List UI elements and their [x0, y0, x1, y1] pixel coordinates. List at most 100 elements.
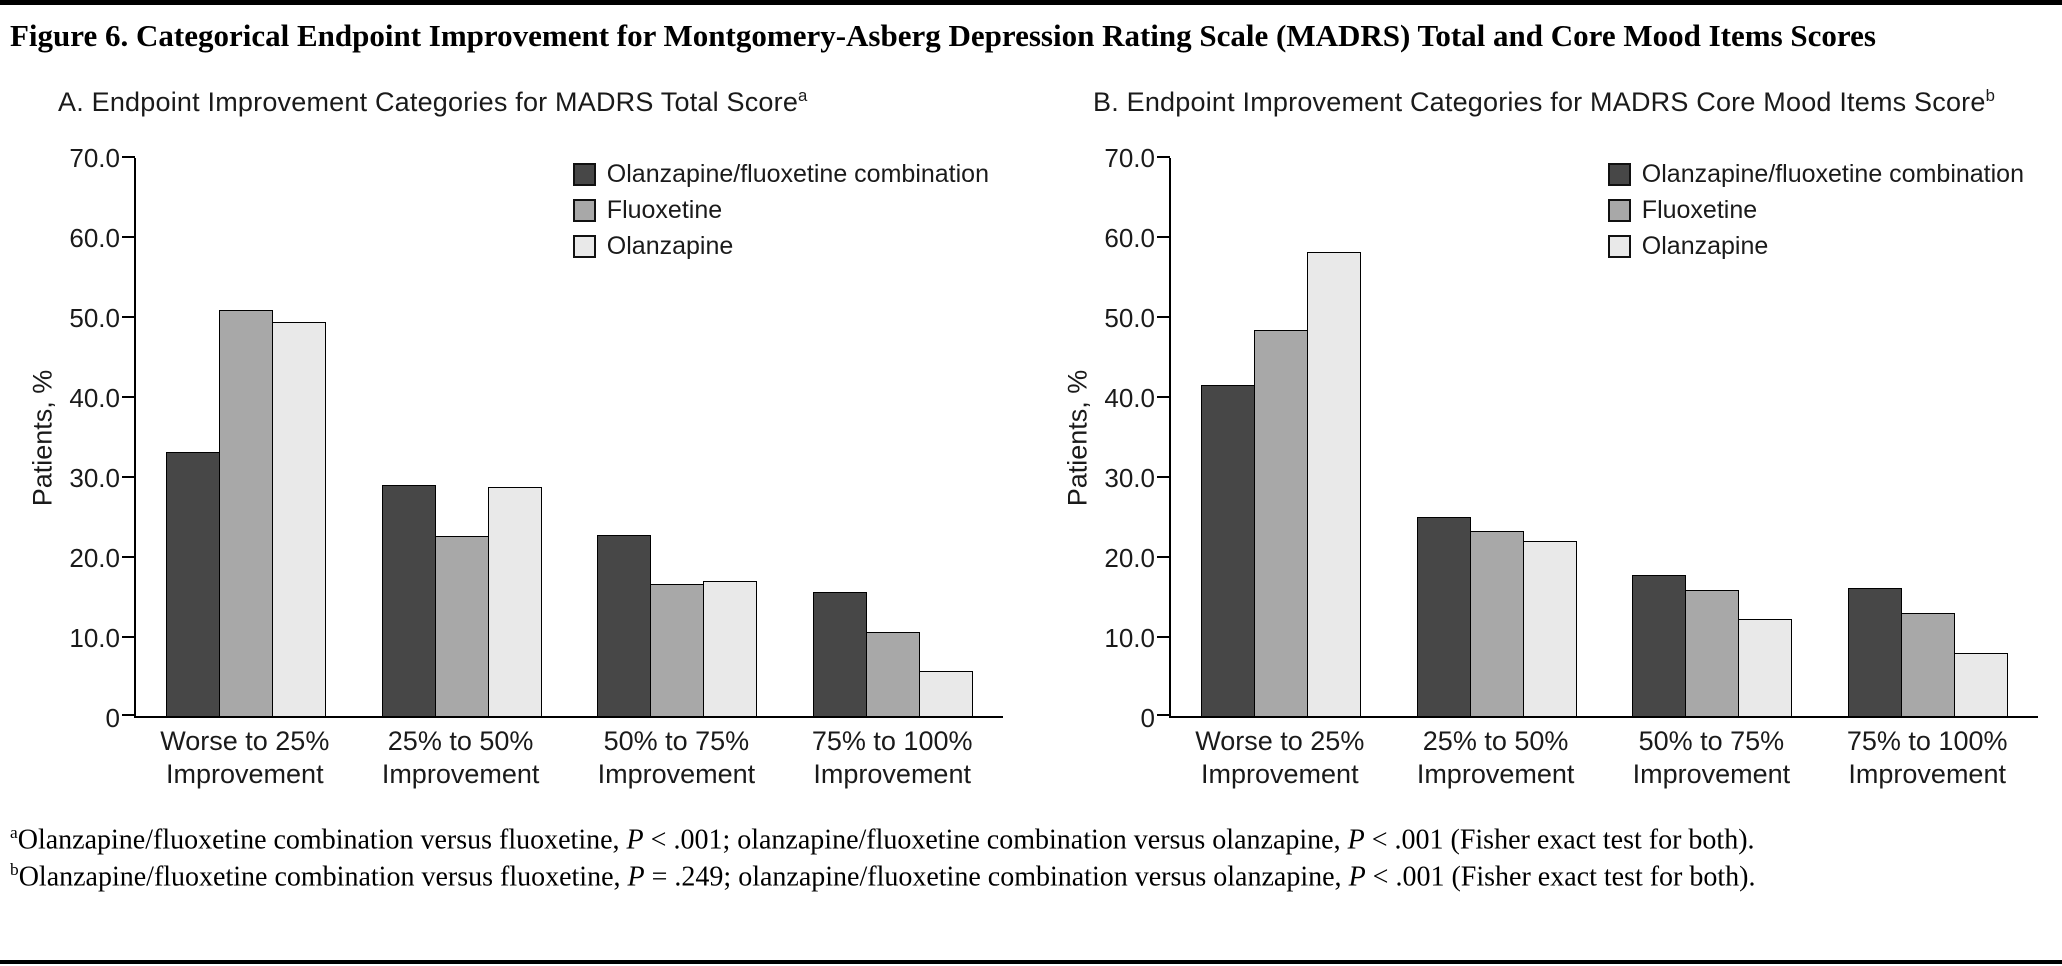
legend-swatch — [572, 198, 596, 222]
y-tick-label: 10.0 — [69, 622, 120, 653]
bar — [812, 591, 867, 716]
y-tick-label: 50.0 — [1104, 302, 1155, 333]
figure-title: Figure 6. Categorical Endpoint Improveme… — [10, 18, 1876, 53]
bar — [219, 310, 274, 716]
bar — [1738, 618, 1793, 716]
bar — [918, 670, 973, 716]
bar-group — [572, 534, 782, 716]
footnote: bOlanzapine/fluoxetine combination versu… — [10, 858, 2040, 896]
bar — [272, 322, 327, 716]
legend-swatch — [1607, 198, 1631, 222]
y-tick-mark — [1157, 155, 1170, 158]
x-tick-label: 50% to 75% Improvement — [597, 725, 756, 789]
x-axis-labels: Worse to 25% Improvement 25% to 50% Impro… — [134, 725, 1003, 791]
panel-a-title-superscript: a — [798, 85, 808, 105]
y-tick-mark — [1157, 555, 1170, 558]
x-tick-label: 75% to 100% Improvement — [1846, 725, 2008, 789]
panels-container: A. Endpoint Improvement Categories for M… — [0, 86, 2062, 791]
bar — [434, 535, 489, 716]
footnote-marker: a — [10, 822, 18, 842]
plot-area: Olanzapine/fluoxetine combination Fluoxet… — [122, 155, 1003, 718]
x-tick-label: 25% to 50% Improvement — [1416, 725, 1575, 789]
y-axis-label: Patients, % — [27, 369, 58, 507]
panel-a: A. Endpoint Improvement Categories for M… — [24, 86, 1003, 791]
bar-group — [357, 485, 567, 716]
legend-swatch — [1607, 234, 1631, 258]
legend: Olanzapine/fluoxetine combination Fluoxet… — [1607, 159, 2024, 261]
y-tick-label: 30.0 — [69, 462, 120, 493]
x-tick-label: Worse to 25% Improvement — [160, 725, 330, 789]
panel-a-label: A. — [58, 86, 84, 117]
panel-b-title-superscript: b — [1985, 85, 1996, 105]
panel-b-chart: Patients, % 0 10.0 20.0 30.0 40.0 50.0 60.0 70.0… — [1059, 143, 2038, 791]
y-tick-mark — [1157, 235, 1170, 238]
legend-item: Olanzapine — [1607, 231, 2024, 261]
y-axis-label: Patients, % — [1062, 369, 1093, 507]
y-tick-label: 70.0 — [1104, 142, 1155, 173]
y-tick-mark — [1157, 475, 1170, 478]
bar — [650, 583, 705, 716]
footnote: aOlanzapine/fluoxetine combination versu… — [10, 821, 2040, 859]
bar — [1953, 653, 2008, 716]
y-tick-label: 70.0 — [69, 142, 120, 173]
bar — [1254, 330, 1309, 716]
bar — [1201, 385, 1256, 716]
bar-groups — [136, 158, 1003, 716]
y-tick-mark — [122, 155, 135, 158]
panel-a-title-text: Endpoint Improvement Categories for MADR… — [91, 86, 799, 117]
footnote-pvalue: P — [1348, 861, 1366, 893]
bar — [597, 534, 652, 716]
legend-label: Fluoxetine — [1641, 195, 1758, 224]
footnote-marker: b — [10, 860, 19, 880]
legend-swatch — [572, 234, 596, 258]
y-tick-mark — [122, 395, 135, 398]
y-axis-ticks: 0 10.0 20.0 30.0 40.0 50.0 60.0 70.0 — [1097, 143, 1169, 733]
footnote-text: Olanzapine/fluoxetine combination versus… — [18, 861, 628, 893]
y-tick-label: 60.0 — [1104, 222, 1155, 253]
y-tick-label: 40.0 — [69, 382, 120, 413]
bar — [166, 451, 221, 716]
plot-area: Olanzapine/fluoxetine combination Fluoxet… — [1157, 155, 2038, 718]
bar — [1307, 251, 1362, 716]
bar-group — [788, 591, 998, 716]
legend-item: Olanzapine — [572, 231, 989, 261]
bar — [1685, 590, 1740, 716]
bar-groups — [1171, 158, 2038, 716]
panel-b-title-text: Endpoint Improvement Categories for MADR… — [1126, 86, 1986, 117]
panel-b-title: B. Endpoint Improvement Categories for M… — [1093, 86, 2038, 118]
x-axis-labels: Worse to 25% Improvement 25% to 50% Impro… — [1169, 725, 2038, 791]
y-tick-mark — [122, 635, 135, 638]
bar-group — [1392, 516, 1602, 716]
bottom-rule — [0, 960, 2062, 964]
bar — [381, 485, 436, 716]
top-rule — [0, 0, 2062, 5]
legend-label: Olanzapine — [606, 231, 734, 260]
legend-item: Olanzapine/fluoxetine combination — [1607, 159, 2024, 189]
y-tick-label: 10.0 — [1104, 622, 1155, 653]
y-tick-label: 0 — [105, 702, 120, 733]
footnote-text: < .001 (Fisher exact test for both). — [1365, 861, 1756, 893]
bar — [1416, 516, 1471, 716]
footnote-pvalue: P — [627, 861, 645, 893]
plot-column: Olanzapine/fluoxetine combination Fluoxet… — [1157, 155, 2038, 791]
legend-item: Olanzapine/fluoxetine combination — [572, 160, 989, 189]
panel-a-chart: Patients, % 0 10.0 20.0 30.0 40.0 50.0 60.0 70.0… — [24, 143, 1003, 791]
legend-item: Fluoxetine — [572, 196, 989, 225]
footnote-text: < .001 (Fisher exact test for both). — [1364, 823, 1755, 855]
footnote-text: = .249; olanzapine/fluoxetine combinatio… — [644, 861, 1349, 893]
y-tick-mark — [1157, 713, 1170, 716]
y-tick-label: 30.0 — [1104, 462, 1155, 493]
bar-group — [1176, 251, 1386, 716]
y-tick-label: 0 — [1140, 702, 1155, 733]
y-tick-mark — [122, 315, 135, 318]
legend-swatch — [1607, 162, 1631, 186]
footnote-pvalue: P — [1347, 823, 1365, 855]
y-tick-mark — [1157, 395, 1170, 398]
legend-label: Olanzapine — [1641, 231, 1769, 260]
panel-b-label: B. — [1093, 86, 1119, 117]
panel-a-title: A. Endpoint Improvement Categories for M… — [58, 86, 1003, 118]
legend-label: Olanzapine/fluoxetine combination — [1641, 159, 2024, 188]
y-axis-ticks: 0 10.0 20.0 30.0 40.0 50.0 60.0 70.0 — [62, 143, 134, 733]
x-tick-label: 50% to 75% Improvement — [1632, 725, 1791, 789]
